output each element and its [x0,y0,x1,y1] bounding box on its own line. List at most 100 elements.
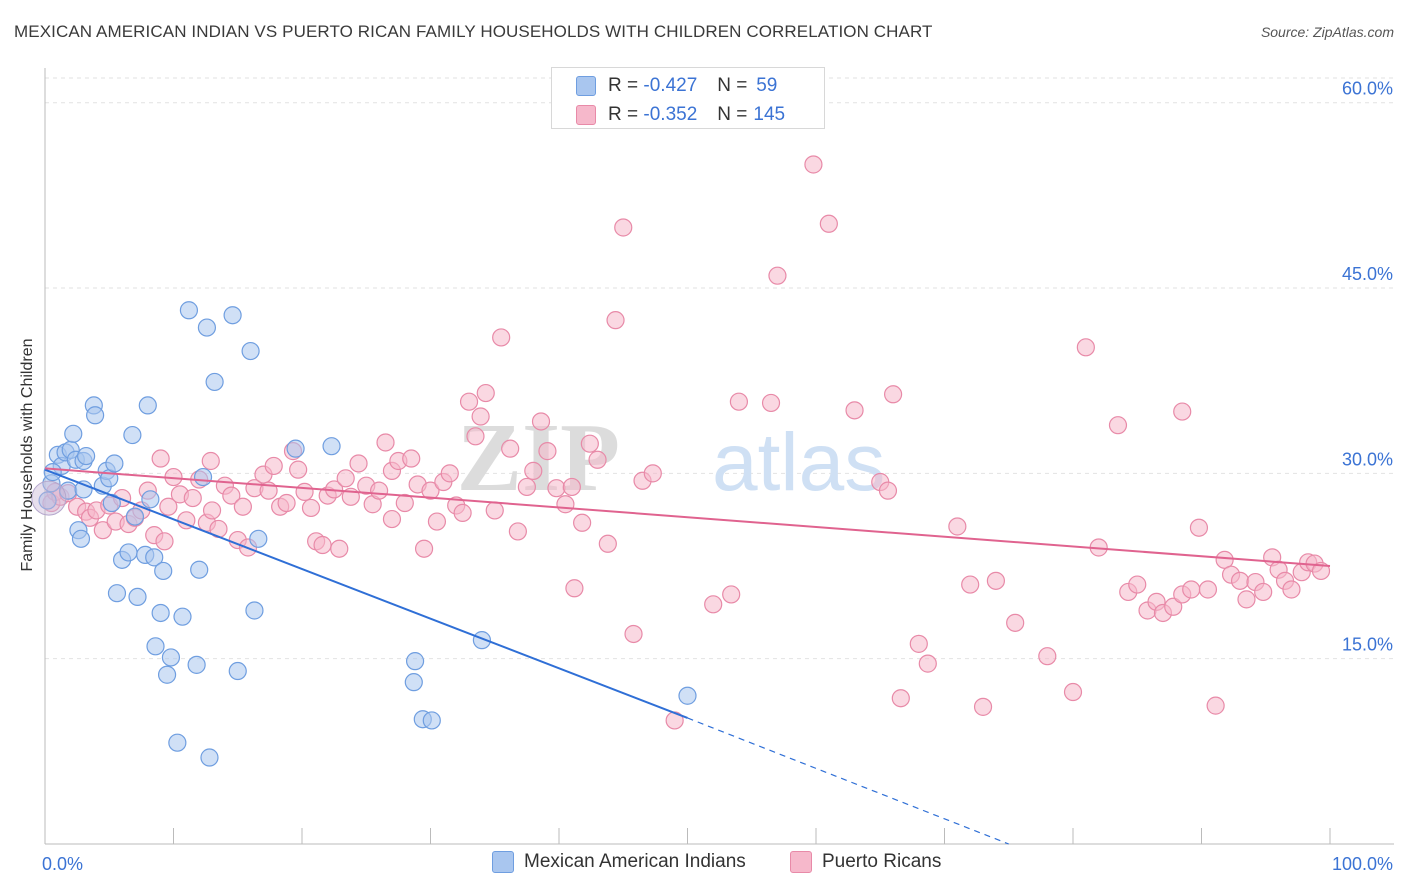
point-mexican-american-indian [193,467,213,487]
legend-r-value: -0.427 [643,75,698,96]
bottom-legend-swatch-pink [790,851,812,873]
point-mexican-american-indian [145,548,164,567]
point-puerto-rican [471,407,490,426]
point-puerto-rican [704,595,723,614]
point-puerto-rican [1230,571,1250,590]
legend-row-mexican-american-indians: R = -0.427 N = 59 [576,75,777,97]
point-puerto-rican [1198,580,1218,599]
point-mexican-american-indian [38,491,57,510]
legend-n-label: N = [717,75,748,96]
point-mexican-american-indian [405,652,425,671]
point-puerto-rican [1006,613,1025,632]
point-puerto-rican [349,454,368,473]
point-puerto-rican [93,521,112,540]
point-puerto-rican [1237,590,1256,609]
point-puerto-rican [845,401,864,420]
legend-n-value: 145 [753,104,786,125]
point-puerto-rican [313,535,332,555]
legend-r-value: -0.352 [643,104,698,125]
bottom-legend-swatch-blue [492,851,514,873]
trendline-extension-dashed [687,717,1009,845]
point-puerto-rican [729,392,749,411]
point-puerto-rican [598,534,617,553]
point-puerto-rican [277,493,296,513]
point-puerto-rican [1076,338,1095,357]
point-puerto-rican [573,513,592,532]
point-puerto-rican [492,328,511,347]
chart-title: MEXICAN AMERICAN INDIAN VS PUERTO RICAN … [14,22,933,41]
point-puerto-rican [588,450,607,469]
point-puerto-rican [1254,582,1273,602]
point-puerto-rican [466,427,485,446]
point-puerto-rican [1128,575,1147,594]
point-puerto-rican [891,689,910,708]
y-tick-label: 30.0% [1342,449,1393,469]
point-mexican-american-indian [168,733,187,752]
point-puerto-rican [909,634,928,653]
point-mexican-american-indian [241,341,260,361]
point-puerto-rican [1282,580,1301,599]
point-mexican-american-indian [74,480,93,499]
legend-n-label: N = [717,104,748,125]
x-tick-label: 100.0% [1332,854,1393,874]
point-puerto-rican [376,433,395,452]
point-puerto-rican [768,266,787,285]
point-mexican-american-indian [228,661,247,681]
point-puerto-rican [264,456,283,476]
point-puerto-rican [1189,518,1209,537]
point-puerto-rican [819,214,838,233]
point-puerto-rican [501,439,520,458]
point-puerto-rican [524,461,543,480]
point-mexican-american-indian [64,424,83,443]
point-mexican-american-indian [125,507,145,526]
point-puerto-rican [414,539,434,558]
point-puerto-rican [624,624,643,644]
point-puerto-rican [183,488,202,508]
point-mexican-american-indian [151,603,170,623]
point-mexican-american-indian [71,529,91,548]
point-puerto-rican [1108,416,1128,435]
point-puerto-rican [878,481,898,500]
point-mexican-american-indian [146,637,165,656]
point-puerto-rican [562,477,581,497]
point-puerto-rican [370,481,389,500]
point-puerto-rican [606,311,625,330]
point-puerto-rican [395,493,414,513]
y-tick-label: 15.0% [1342,635,1393,655]
point-puerto-rican [202,501,222,520]
point-puerto-rican [402,449,421,468]
point-mexican-american-indian [179,301,199,320]
point-mexican-american-indian [286,439,305,458]
point-puerto-rican [301,498,321,518]
point-puerto-rican [222,486,241,505]
legend-row-puerto-ricans: R = -0.352 N = 145 [576,104,785,126]
legend-swatch-pink [576,105,596,125]
point-mexican-american-indian [105,454,124,473]
point-puerto-rican [531,412,551,431]
point-mexican-american-indian [249,529,268,548]
point-puerto-rican [1311,561,1331,581]
legend-r-label: R = [608,75,639,96]
point-cluster-origin [31,480,67,516]
point-puerto-rican [336,469,355,488]
point-puerto-rican [1038,647,1057,666]
point-puerto-rican [295,482,314,501]
point-puerto-rican [1182,580,1201,599]
point-mexican-american-indian [77,446,96,466]
chart-source: Source: ZipAtlas.com [1260,24,1394,40]
point-puerto-rican [421,481,440,500]
point-mexican-american-indian [123,425,142,445]
point-mexican-american-indian [678,686,697,705]
point-mexican-american-indian [404,673,423,692]
y-axis-label: Family Households with Children [19,338,36,572]
point-mexican-american-indian [157,665,177,684]
bottom-legend-mexican-american-indians: Mexican American Indians [492,851,746,873]
point-puerto-rican [508,522,527,541]
y-tick-label: 45.0% [1342,264,1393,284]
point-puerto-rican [233,497,252,516]
trendline-mexican-american-indians [44,468,688,719]
point-mexican-american-indian [187,655,206,674]
point-puerto-rican [556,495,575,514]
point-puerto-rican [1164,597,1183,616]
